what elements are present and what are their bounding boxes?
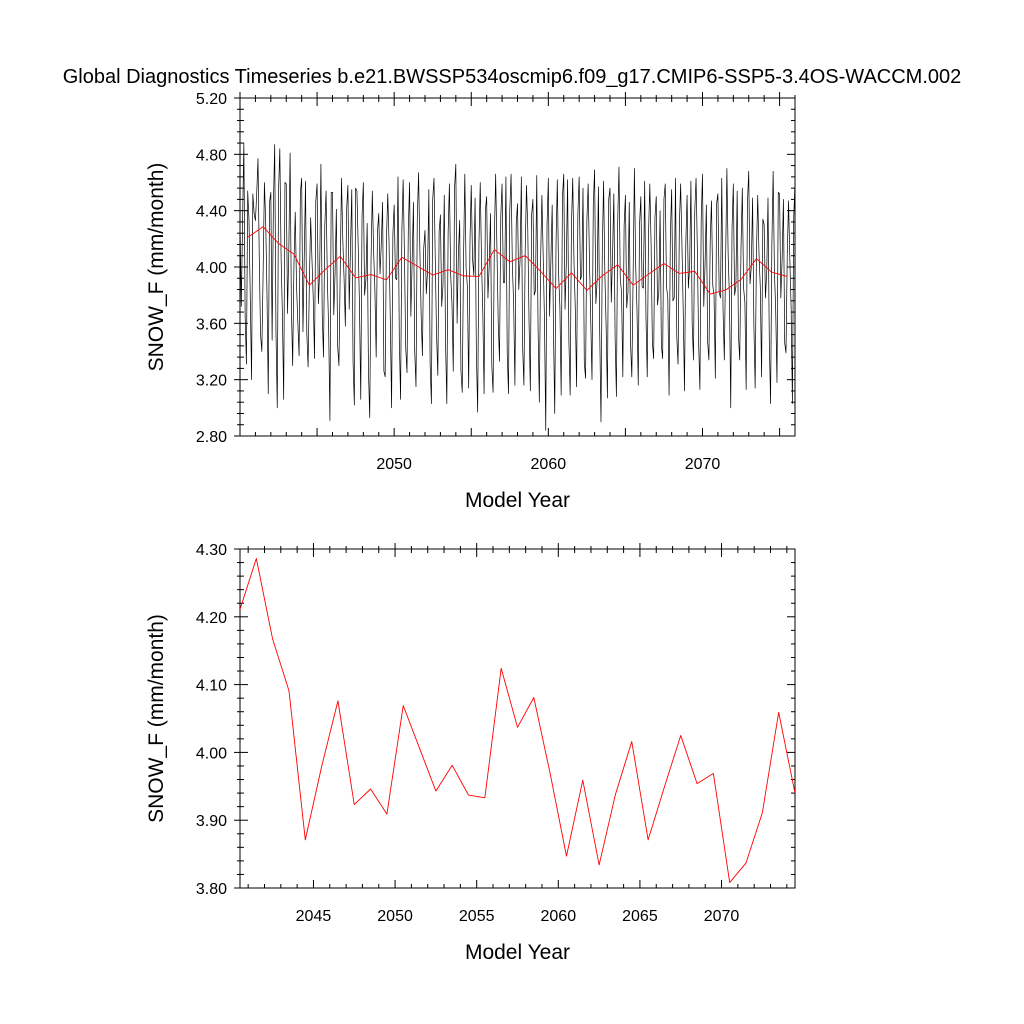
series-line-annual-mean (240, 558, 795, 884)
y-tick-label: 4.20 (196, 610, 227, 627)
y-tick-label: 4.80 (196, 147, 227, 164)
x-tick-label: 2070 (704, 908, 740, 925)
y-tick-label: 4.30 (196, 542, 227, 559)
y-tick-label: 3.20 (196, 373, 227, 390)
x-tick-label: 2055 (459, 908, 495, 925)
x-tick-label: 2065 (622, 908, 658, 925)
x-tick-label: 2050 (376, 456, 412, 473)
y-axis-label: SNOW_F (mm/month) (145, 163, 168, 372)
y-tick-label: 3.80 (196, 881, 227, 898)
x-tick-label: 2060 (531, 456, 567, 473)
x-tick-label: 2050 (377, 908, 413, 925)
y-tick-label: 4.40 (196, 204, 227, 221)
figure-title: Global Diagnostics Timeseries b.e21.BWSS… (63, 66, 962, 88)
plot-frame (239, 97, 796, 437)
series-line-annual-mean (247, 226, 788, 295)
y-tick-label: 3.90 (196, 813, 227, 830)
series-line-monthly (240, 142, 795, 431)
y-tick-label: 4.00 (196, 745, 227, 762)
y-tick-label: 4.10 (196, 678, 227, 695)
x-axis-label: Model Year (465, 941, 570, 964)
y-tick-label: 3.60 (196, 316, 227, 333)
y-tick-label: 5.20 (196, 91, 227, 108)
x-tick-label: 2070 (685, 456, 721, 473)
y-axis-label: SNOW_F (mm/month) (145, 614, 168, 823)
x-axis-label: Model Year (465, 489, 570, 512)
y-tick-label: 2.80 (196, 429, 227, 446)
timeseries-panel-bottom: 3.80 3.90 4.00 4.10 4.20 4.30 2045 2050 2055 2060… (145, 542, 796, 964)
x-tick-label: 2045 (296, 908, 332, 925)
y-tick-label: 4.00 (196, 260, 227, 277)
x-tick-label: 2060 (541, 908, 577, 925)
timeseries-panel-top: 2.80 3.20 3.60 4.00 4.40 4.80 5.20 2050 2060 2070… (145, 91, 796, 512)
plot-frame (239, 548, 796, 889)
